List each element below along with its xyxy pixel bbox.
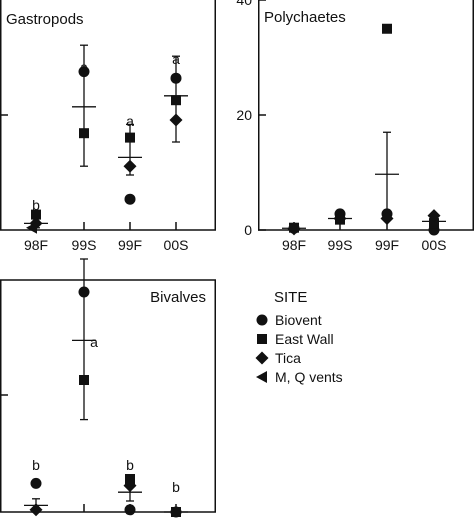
panel-gastropods: 98F 99S 99F 00S Gastropods b a a a <box>0 0 216 253</box>
data-point-circle <box>170 72 182 84</box>
data-point-diamond <box>380 212 394 225</box>
legend-label: Tica <box>275 350 301 366</box>
significance-letter: a <box>172 51 180 67</box>
legend-item: Biovent <box>256 312 322 328</box>
data-point-diamond <box>287 222 301 236</box>
data-point-circle <box>78 286 90 298</box>
data-point-square <box>429 218 439 229</box>
legend-label: East Wall <box>275 331 334 347</box>
legend-label: Biovent <box>275 312 322 328</box>
x-tick-label: 00S <box>422 237 447 253</box>
data-point-triangle-left <box>26 221 37 234</box>
panel-title: Bivalves <box>150 289 206 306</box>
data-point-diamond <box>427 209 441 223</box>
significance-letter: a <box>90 334 98 350</box>
legend-title: SITE <box>274 289 307 306</box>
significance-letter: a <box>80 59 88 75</box>
data-point-square <box>125 474 135 484</box>
legend-item: M, Q vents <box>256 369 343 385</box>
legend-marker-triangle-left <box>256 371 267 383</box>
significance-letter: b <box>126 457 134 473</box>
x-tick-label: 98F <box>282 237 306 253</box>
data-point-square <box>31 209 41 220</box>
data-point-circle <box>124 504 136 516</box>
x-tick-label: 99S <box>72 237 97 253</box>
legend: SITE Biovent East Wall Tica M, Q vents <box>255 289 343 385</box>
data-point-square <box>125 132 135 143</box>
data-point-diamond <box>169 113 183 127</box>
data-point-circle <box>30 477 42 489</box>
x-tick-label: 98F <box>24 237 48 253</box>
significance-letter: b <box>32 457 40 473</box>
data-point-diamond <box>333 212 347 225</box>
legend-item: East Wall <box>257 331 334 347</box>
panel-title: Polychaetes <box>264 9 346 26</box>
x-tick-label: 99S <box>328 237 353 253</box>
data-point-diamond <box>29 503 43 517</box>
plot-frame <box>0 279 216 513</box>
data-point-square <box>171 95 181 106</box>
panel-title: Gastropods <box>6 11 84 28</box>
data-point-square <box>171 507 181 517</box>
y-tick-label: 0 <box>244 222 252 238</box>
legend-label: M, Q vents <box>275 369 343 385</box>
data-point-circle <box>78 66 90 78</box>
plot-frame <box>258 0 474 231</box>
legend-marker-circle <box>256 314 268 326</box>
significance-letter: b <box>172 479 180 495</box>
data-point-diamond <box>123 479 137 493</box>
significance-letter: b <box>32 197 40 213</box>
data-point-square <box>79 375 89 385</box>
x-tick-label: 00S <box>164 237 189 253</box>
x-tick-label: 99F <box>118 237 142 253</box>
legend-marker-diamond <box>255 351 269 365</box>
x-tick-label: 99F <box>375 237 399 253</box>
y-tick-label: 40 <box>236 0 252 8</box>
panel-polychaetes: 0 20 40 98F 99S 99F 00S Polychaetes <box>236 0 474 253</box>
data-point-square <box>79 128 89 139</box>
y-tick-label: 20 <box>236 107 252 123</box>
data-point-diamond <box>123 159 137 173</box>
legend-marker-square <box>257 334 267 344</box>
significance-letter: a <box>126 113 134 129</box>
data-point-square <box>382 23 392 34</box>
plot-frame <box>0 0 216 231</box>
legend-item: Tica <box>255 350 301 366</box>
data-point-circle <box>124 193 136 205</box>
panel-bivalves: Bivalves b a b b <box>0 258 216 518</box>
